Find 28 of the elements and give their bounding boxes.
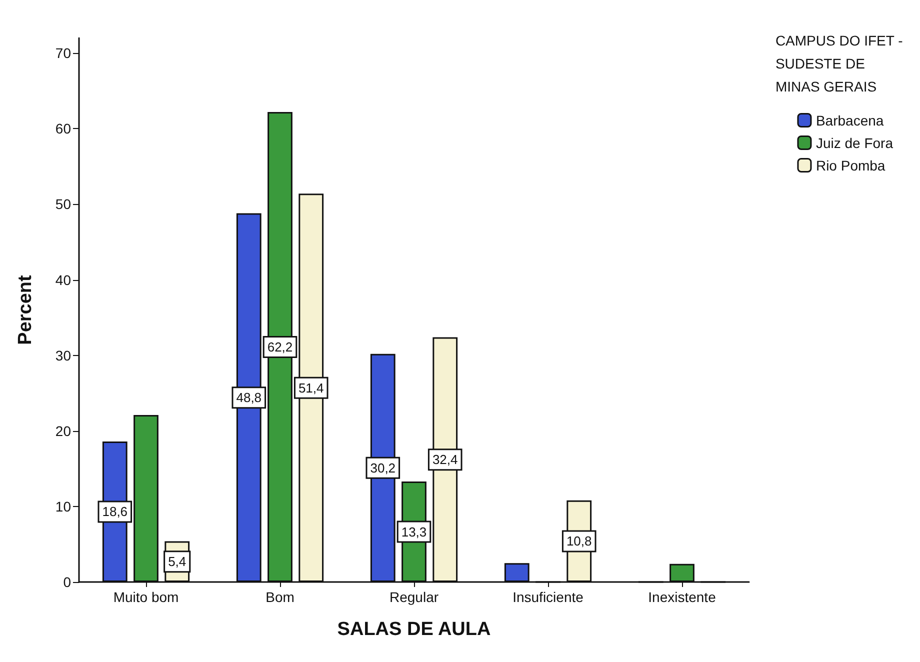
legend-label: Rio Pomba [816, 157, 886, 174]
y-tick-label: 10 [55, 498, 72, 514]
x-tick-label: Regular [389, 589, 439, 605]
x-axis-title: SALAS DE AULA [337, 619, 491, 640]
data-label: 13,3 [401, 524, 427, 540]
x-tick-label: Muito bom [113, 589, 179, 605]
legend-label: Barbacena [816, 112, 884, 128]
data-label: 32,4 [432, 452, 458, 468]
y-tick-label: 30 [55, 347, 72, 364]
y-tick-label: 40 [55, 272, 72, 288]
data-label: 48,8 [236, 390, 262, 406]
x-tick-label: Bom [266, 589, 294, 605]
x-tick-label: Inexistente [648, 589, 716, 605]
data-label: 18,6 [102, 504, 128, 520]
y-tick-label: 50 [55, 196, 72, 212]
legend-title: CAMPUS DO IFET - SUDESTE DE MINAS GERAIS [775, 32, 904, 94]
data-label: 51,4 [298, 380, 324, 396]
y-axis-title: Percent [15, 274, 36, 345]
y-tick-label: 70 [55, 45, 72, 62]
y-tick-label: 20 [55, 422, 72, 439]
legend-label: Juiz de Fora [816, 134, 894, 151]
x-tick-label: Insuficiente [512, 589, 584, 605]
y-tick-label: 0 [63, 574, 72, 590]
data-label: 10,8 [566, 534, 592, 549]
y-tick-label: 60 [55, 120, 72, 137]
data-label: 30,2 [370, 460, 396, 476]
data-label: 5,4 [168, 554, 186, 570]
data-label: 62,2 [267, 340, 293, 355]
